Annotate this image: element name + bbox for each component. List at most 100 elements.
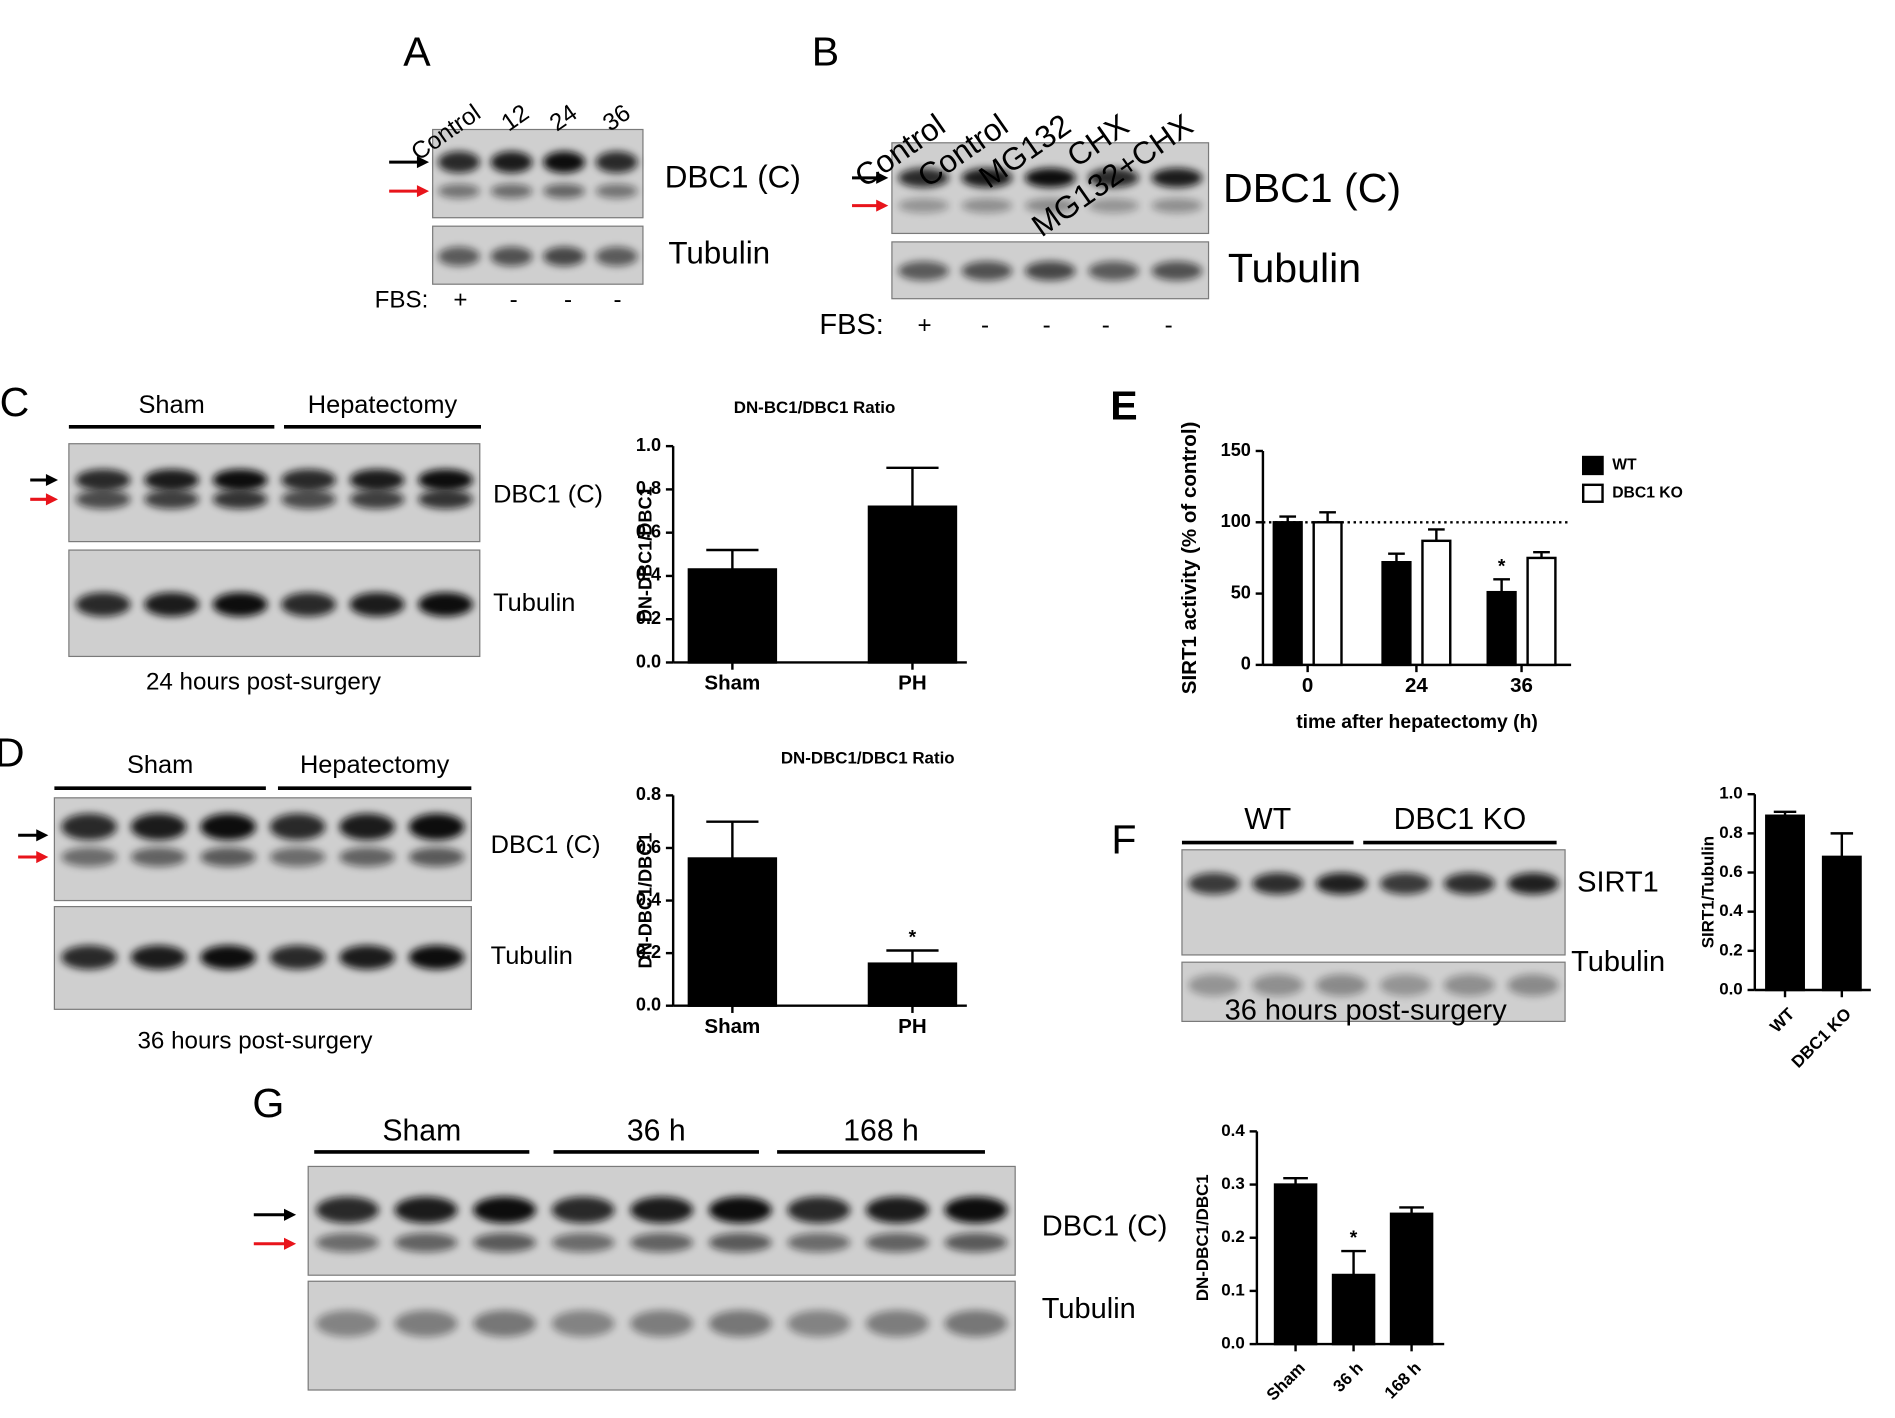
y-tick-label: 0.8 [636,784,661,804]
bar [1331,1273,1376,1346]
chart: E SIRT1 activity (% of control) time after… [1110,383,1683,733]
y-tick-label: 0 [1241,654,1251,674]
y-tick-label: 0.2 [636,942,661,962]
y-tick-label: 0.2 [1221,1227,1245,1246]
x-tick-label: DBC1 KO [1788,1004,1855,1071]
band [349,489,405,509]
band [551,1232,615,1253]
band [269,945,326,970]
bar [1389,1212,1434,1346]
band [200,847,256,867]
band [865,1232,929,1253]
band [281,469,336,491]
band [75,489,131,509]
x-tick-label: WT [1766,1004,1798,1036]
band [130,945,187,970]
group-label: Sham [138,391,204,419]
blot [53,905,472,1010]
band [595,246,638,267]
arrow-head [45,473,59,487]
fbs-sign: - [1165,312,1173,339]
band [630,1232,694,1253]
band [1151,198,1203,213]
chart: DN-BC1/DBC1 Ratio DN-DBC1/DBC1 0.0 0.2 0.4 0.… [635,398,967,695]
band [75,592,131,617]
group-label: 168 h [843,1115,919,1148]
significance-label: * [1498,556,1506,577]
blot [432,128,644,219]
y-tick-label: 0.4 [636,889,661,909]
x-tick-label: 0 [1302,674,1313,697]
band [61,847,117,867]
panel-letter: G [252,1080,284,1126]
band [1024,168,1076,188]
band [281,592,336,617]
y-axis-label: SIRT1 activity (% of control) [1178,422,1201,695]
band [408,945,465,970]
x-tick-label: PH [898,1015,927,1038]
panel-letter: A [403,28,431,74]
band [1507,872,1559,895]
band [543,151,586,174]
band [75,469,131,491]
band [1379,974,1431,997]
legend-label: WT [1612,457,1637,474]
fbs-sign: - [1102,312,1110,339]
legend-swatch [1581,455,1604,476]
group-label: 36 h [627,1115,686,1148]
band [269,813,326,841]
band [1088,168,1139,188]
band [281,489,336,509]
band [418,489,473,509]
band [898,198,949,213]
group-label: DBC1 KO [1394,803,1527,836]
chart-title: DN-BC1/DBC1 Ratio [734,398,896,417]
band [339,945,395,970]
band-label: Tubulin [668,235,770,270]
x-tick-label: 36 [1510,674,1533,697]
bar [1381,561,1412,667]
band [130,813,187,841]
y-axis-label: DN-DBC1/DBC1 [635,833,655,969]
bar [1526,556,1557,667]
band [708,1310,772,1337]
band [787,1310,851,1337]
band [490,246,533,267]
band [944,1196,1008,1224]
band [437,151,480,174]
band [551,1196,615,1224]
group-label: Hepatectomy [308,391,458,419]
band [473,1196,536,1224]
arrow-head [36,829,49,842]
band-label: Tubulin [491,942,573,970]
y-tick-label: 0.0 [636,994,661,1014]
fbs-label: FBS: [819,309,883,341]
band [543,246,586,267]
band [144,592,200,617]
y-axis-label: DN-DBC1/DBC1 [635,486,655,622]
bar [867,505,958,664]
band [543,183,586,199]
blot [68,443,481,543]
band [1507,974,1559,997]
y-tick-label: 0.6 [636,837,661,857]
band [961,198,1013,213]
band [787,1196,851,1224]
band [490,183,533,199]
band [316,1310,379,1337]
bar [1273,1183,1318,1346]
y-tick-label: 0.4 [1719,901,1743,920]
x-tick-label: 36 h [1329,1358,1366,1395]
y-tick-label: 1.0 [636,435,661,455]
band [61,813,117,841]
band [898,168,949,188]
bar [867,962,958,1007]
band [269,847,326,867]
band [349,592,405,617]
band [200,813,256,841]
y-tick-label: 0.6 [636,521,661,541]
band-label: DBC1 (C) [665,159,801,194]
bar [687,568,778,664]
fbs-sign: + [917,312,931,339]
